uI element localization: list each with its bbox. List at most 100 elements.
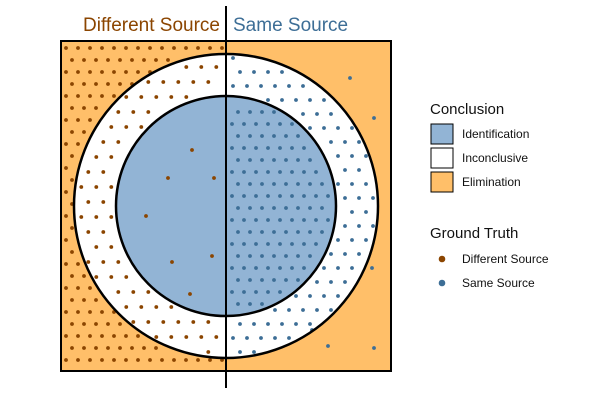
- different-source-dot: [70, 346, 74, 350]
- same-source-dot: [236, 110, 240, 114]
- same-source-dot: [364, 182, 368, 186]
- same-source-dot: [284, 278, 288, 282]
- different-source-dot: [176, 80, 181, 84]
- same-source-dot: [308, 158, 312, 162]
- different-source-dot: [100, 334, 104, 338]
- same-source-dot: [290, 242, 294, 246]
- same-source-dot: [357, 140, 361, 144]
- different-source-dot: [131, 110, 136, 114]
- different-source-dot: [131, 320, 136, 324]
- header-same-source: Same Source: [233, 15, 348, 36]
- different-source-dot: [64, 262, 68, 266]
- same-source-dot: [296, 278, 300, 282]
- different-source-dot: [124, 46, 128, 50]
- different-source-dot: [70, 106, 74, 110]
- same-source-dot: [357, 168, 361, 172]
- same-source-dot: [314, 194, 318, 198]
- different-source-dot: [112, 334, 116, 338]
- same-source-dot: [231, 56, 235, 60]
- different-source-dot: [64, 70, 68, 74]
- same-source-dot: [296, 230, 300, 234]
- different-source-dot: [116, 140, 121, 144]
- same-source-dot: [254, 122, 258, 126]
- legend-inconclusive-swatch: [430, 147, 454, 169]
- same-source-dot: [350, 182, 354, 186]
- same-source-dot: [364, 238, 368, 242]
- same-source-dot: [236, 302, 240, 306]
- different-source-dot: [136, 46, 140, 50]
- legend-identification-swatch: [430, 123, 454, 145]
- same-source-dot: [236, 158, 240, 162]
- same-source-dot: [290, 122, 294, 126]
- different-source-dot: [184, 335, 189, 339]
- same-source-dot: [308, 182, 312, 186]
- same-source-dot: [278, 266, 282, 270]
- different-source-dot: [64, 166, 68, 170]
- different-source-dot: [169, 335, 174, 339]
- same-source-dot: [326, 218, 330, 222]
- same-source-dot: [280, 70, 284, 74]
- different-source-dot: [88, 310, 92, 314]
- same-source-dot: [230, 242, 234, 246]
- different-source-dot: [76, 286, 80, 290]
- same-source-dot: [294, 98, 298, 102]
- different-source-dot: [86, 230, 91, 234]
- different-source-dot: [124, 275, 129, 279]
- same-source-dot: [372, 116, 376, 120]
- different-source-dot: [64, 334, 68, 338]
- different-source-dot: [118, 58, 122, 62]
- different-source-dot: [86, 200, 91, 204]
- different-source-dot: [76, 262, 80, 266]
- different-source-dot: [88, 46, 92, 50]
- different-source-dot: [109, 245, 114, 249]
- different-source-dot: [82, 322, 86, 326]
- different-source-dot: [116, 290, 121, 294]
- different-source-dot: [166, 176, 170, 180]
- different-source-dot: [70, 130, 74, 134]
- different-source-dot: [106, 82, 110, 86]
- different-source-dot: [64, 310, 68, 314]
- same-source-dot: [273, 308, 277, 312]
- different-source-dot: [112, 358, 116, 362]
- different-source-dot: [94, 245, 99, 249]
- same-source-dot: [302, 266, 306, 270]
- different-source-dot: [139, 125, 144, 129]
- same-source-dot: [272, 110, 276, 114]
- different-source-dot: [101, 230, 106, 234]
- same-source-dot: [284, 158, 288, 162]
- different-source-dot: [118, 82, 122, 86]
- different-source-dot: [169, 95, 174, 99]
- same-source-dot: [272, 230, 276, 234]
- same-source-dot: [254, 266, 258, 270]
- different-source-dot: [184, 358, 188, 362]
- different-source-dot: [70, 322, 74, 326]
- same-source-dot: [320, 230, 324, 234]
- different-source-dot: [100, 358, 104, 362]
- same-source-dot: [260, 158, 264, 162]
- same-source-dot: [322, 266, 326, 270]
- same-source-dot: [302, 194, 306, 198]
- different-source-dot: [76, 118, 80, 122]
- same-source-dot: [364, 210, 368, 214]
- same-source-dot: [230, 122, 234, 126]
- different-source-dot: [214, 65, 219, 69]
- legend-ground-truth: Ground Truth Different Source Same Sourc…: [430, 225, 549, 290]
- same-source-dot: [329, 252, 333, 256]
- legend-ground-truth-title: Ground Truth: [430, 225, 518, 242]
- same-source-dot: [266, 146, 270, 150]
- same-source-dot: [284, 206, 288, 210]
- different-source-dot: [106, 58, 110, 62]
- different-source-dot: [212, 176, 216, 180]
- different-source-dot: [170, 260, 174, 264]
- same-source-dot: [236, 206, 240, 210]
- same-source-dot: [230, 170, 234, 174]
- same-source-dot: [260, 110, 264, 114]
- different-source-dot: [82, 274, 86, 278]
- same-source-dot: [308, 206, 312, 210]
- same-source-dot: [296, 158, 300, 162]
- same-source-dot: [260, 134, 264, 138]
- same-source-dot: [272, 206, 276, 210]
- different-source-dot: [172, 46, 176, 50]
- different-source-dot: [76, 70, 80, 74]
- same-source-dot: [238, 70, 242, 74]
